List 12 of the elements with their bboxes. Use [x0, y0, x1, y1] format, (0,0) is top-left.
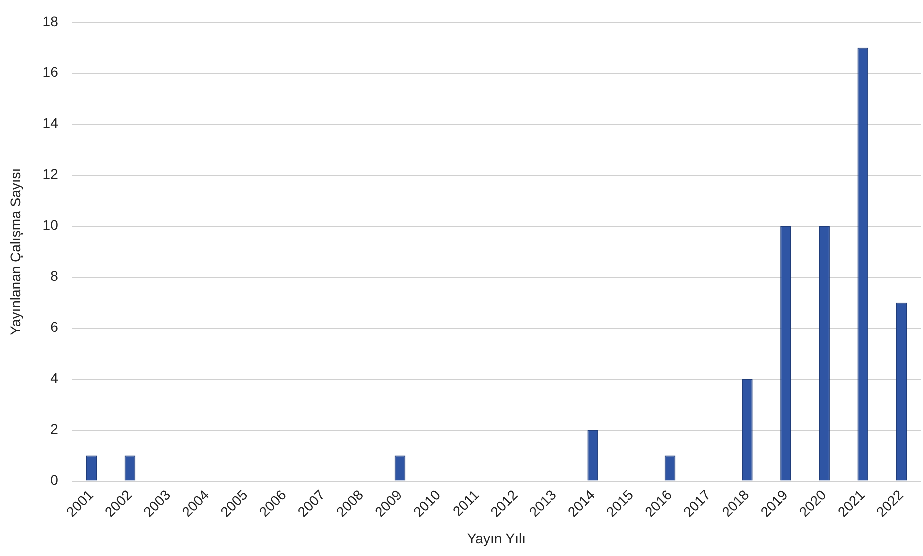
y-axis-title: Yayınlanan Çalışma Sayısı: [7, 168, 24, 336]
y-tick-label: 12: [42, 166, 59, 182]
y-tick-label: 0: [50, 472, 59, 488]
y-tick-label: 14: [42, 115, 59, 132]
y-tick-label: 16: [42, 64, 59, 80]
y-tick-label: 10: [42, 217, 59, 234]
y-tick-label: 2: [50, 421, 59, 438]
x-axis-title: Yayın Yılı: [467, 530, 526, 546]
y-tick-label: 4: [50, 370, 59, 386]
y-tick-label: 8: [50, 268, 59, 284]
y-tick-label: 6: [50, 319, 59, 336]
y-tick-label: 18: [42, 13, 59, 30]
